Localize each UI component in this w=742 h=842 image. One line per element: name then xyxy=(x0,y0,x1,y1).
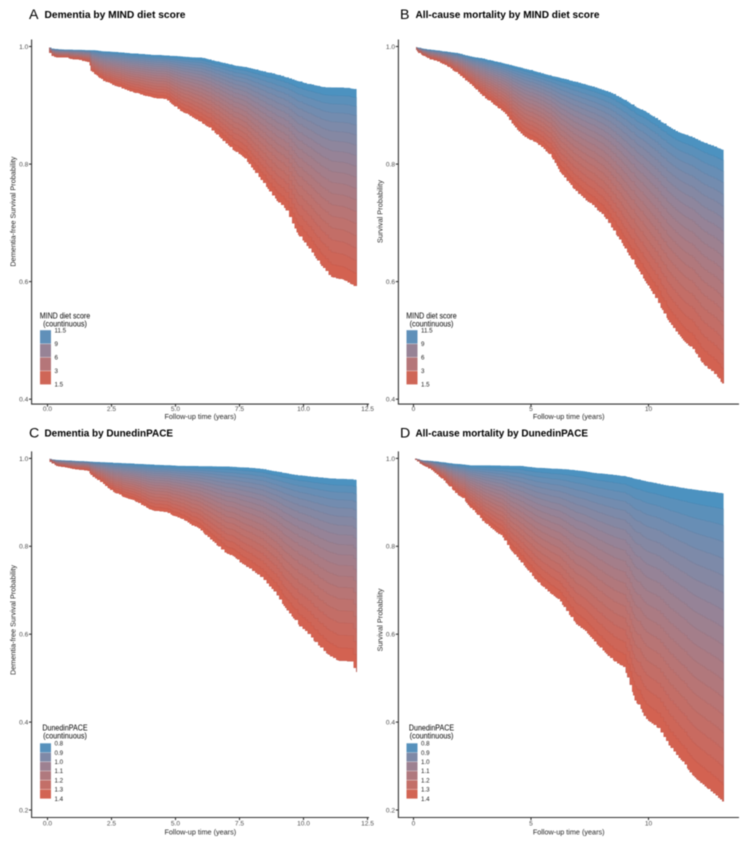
svg-text:0.6: 0.6 xyxy=(386,279,395,286)
svg-text:0.6: 0.6 xyxy=(19,279,28,286)
svg-text:C: C xyxy=(29,425,39,441)
svg-text:2.5: 2.5 xyxy=(107,406,116,413)
svg-text:1.0: 1.0 xyxy=(19,456,28,463)
svg-text:(countinuous): (countinuous) xyxy=(43,732,87,741)
svg-text:DunedinPACE: DunedinPACE xyxy=(42,724,87,733)
svg-text:Follow-up time (years): Follow-up time (years) xyxy=(533,412,605,421)
svg-text:1.3: 1.3 xyxy=(55,787,64,794)
svg-text:1.2: 1.2 xyxy=(55,778,64,785)
svg-text:1.0: 1.0 xyxy=(386,456,395,463)
svg-text:0.0: 0.0 xyxy=(43,406,52,413)
svg-text:1.0: 1.0 xyxy=(55,759,64,766)
svg-text:11.5: 11.5 xyxy=(55,328,67,335)
svg-text:5.0: 5.0 xyxy=(171,406,180,413)
svg-text:Dementia-free Survival Probabi: Dementia-free Survival Probability xyxy=(9,565,18,675)
svg-text:All-cause mortality by Dunedin: All-cause mortality by DunedinPACE xyxy=(416,428,589,439)
svg-text:(countinuous): (countinuous) xyxy=(410,319,454,328)
svg-text:9: 9 xyxy=(55,341,59,348)
svg-text:0.4: 0.4 xyxy=(19,397,28,404)
svg-text:10.0: 10.0 xyxy=(297,820,310,827)
svg-text:A: A xyxy=(29,7,39,23)
svg-text:MIND diet score: MIND diet score xyxy=(406,312,456,321)
svg-text:12.5: 12.5 xyxy=(361,820,374,827)
svg-text:0.8: 0.8 xyxy=(421,741,430,748)
svg-text:Dementia-free Survival Probabi: Dementia-free Survival Probability xyxy=(9,156,18,266)
svg-text:1.4: 1.4 xyxy=(421,796,430,803)
svg-text:All-cause mortality by MIND di: All-cause mortality by MIND diet score xyxy=(416,10,600,21)
svg-text:7.5: 7.5 xyxy=(235,406,244,413)
svg-text:(countinuous): (countinuous) xyxy=(43,319,87,328)
svg-text:0.8: 0.8 xyxy=(386,544,395,551)
svg-text:1.0: 1.0 xyxy=(386,44,395,51)
svg-text:5: 5 xyxy=(529,406,533,413)
svg-text:10: 10 xyxy=(645,406,653,413)
svg-text:0.2: 0.2 xyxy=(19,807,28,814)
svg-text:1.1: 1.1 xyxy=(55,768,64,775)
svg-text:B: B xyxy=(400,7,409,23)
svg-text:0.0: 0.0 xyxy=(43,820,52,827)
svg-text:0.9: 0.9 xyxy=(421,750,430,757)
svg-text:0: 0 xyxy=(412,820,416,827)
svg-text:1.0: 1.0 xyxy=(19,44,28,51)
svg-text:DunedinPACE: DunedinPACE xyxy=(409,724,454,733)
svg-text:2.5: 2.5 xyxy=(107,820,116,827)
svg-text:3: 3 xyxy=(421,368,425,375)
svg-text:1.5: 1.5 xyxy=(421,382,430,389)
svg-text:7.5: 7.5 xyxy=(235,820,244,827)
svg-text:Follow-up time (years): Follow-up time (years) xyxy=(164,412,236,421)
svg-text:11.5: 11.5 xyxy=(421,328,433,335)
svg-text:0.4: 0.4 xyxy=(386,720,395,727)
svg-text:5: 5 xyxy=(529,820,533,827)
svg-text:Follow-up time (years): Follow-up time (years) xyxy=(533,828,605,837)
svg-text:10: 10 xyxy=(645,820,653,827)
svg-text:Survival Probability: Survival Probability xyxy=(376,180,385,243)
svg-text:0.9: 0.9 xyxy=(55,750,64,757)
svg-text:1.1: 1.1 xyxy=(421,768,430,775)
svg-text:1.2: 1.2 xyxy=(421,778,430,785)
svg-text:0.8: 0.8 xyxy=(19,162,28,169)
svg-text:6: 6 xyxy=(55,355,59,362)
svg-text:1.4: 1.4 xyxy=(55,796,64,803)
svg-text:9: 9 xyxy=(421,341,425,348)
svg-text:1.0: 1.0 xyxy=(421,759,430,766)
svg-text:Dementia by DunedinPACE: Dementia by DunedinPACE xyxy=(45,428,174,439)
svg-text:3: 3 xyxy=(55,368,59,375)
svg-text:0.8: 0.8 xyxy=(386,162,395,169)
svg-text:MIND diet score: MIND diet score xyxy=(40,312,90,321)
svg-text:0.4: 0.4 xyxy=(19,720,28,727)
svg-text:0: 0 xyxy=(412,406,416,413)
svg-text:6: 6 xyxy=(421,355,425,362)
svg-text:0.6: 0.6 xyxy=(19,632,28,639)
svg-text:0.8: 0.8 xyxy=(19,544,28,551)
svg-text:0.6: 0.6 xyxy=(386,632,395,639)
svg-text:Dementia by MIND diet score: Dementia by MIND diet score xyxy=(45,10,186,21)
svg-text:0.2: 0.2 xyxy=(386,807,395,814)
svg-text:5.0: 5.0 xyxy=(171,820,180,827)
svg-text:D: D xyxy=(400,425,410,441)
svg-text:Follow-up time (years): Follow-up time (years) xyxy=(164,828,236,837)
svg-text:12.5: 12.5 xyxy=(361,406,374,413)
svg-text:(countinuous): (countinuous) xyxy=(410,732,454,741)
svg-text:0.8: 0.8 xyxy=(55,741,64,748)
svg-text:1.5: 1.5 xyxy=(55,382,64,389)
svg-text:Survival Probability: Survival Probability xyxy=(376,588,385,651)
svg-text:0.4: 0.4 xyxy=(386,397,395,404)
svg-text:1.3: 1.3 xyxy=(421,787,430,794)
svg-text:10.0: 10.0 xyxy=(297,406,310,413)
